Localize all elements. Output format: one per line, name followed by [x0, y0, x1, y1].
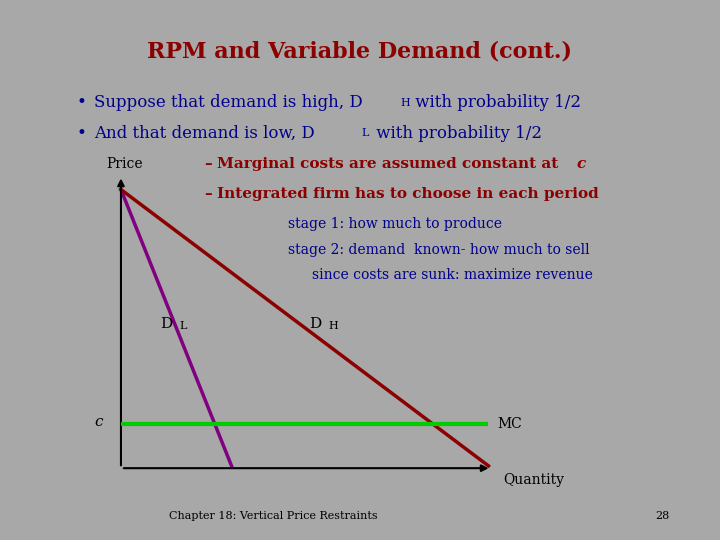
Text: stage 1: how much to produce: stage 1: how much to produce — [288, 218, 503, 232]
Text: H: H — [400, 98, 410, 107]
Text: since costs are sunk: maximize revenue: since costs are sunk: maximize revenue — [312, 268, 593, 282]
Text: c: c — [94, 415, 103, 429]
Text: with probability 1/2: with probability 1/2 — [371, 125, 541, 141]
Text: L: L — [179, 321, 186, 330]
Text: •: • — [76, 94, 86, 111]
Text: MC: MC — [498, 417, 522, 431]
Text: Chapter 18: Vertical Price Restraints: Chapter 18: Vertical Price Restraints — [169, 511, 378, 521]
Text: RPM and Variable Demand (cont.): RPM and Variable Demand (cont.) — [148, 41, 572, 63]
Text: H: H — [328, 321, 338, 330]
Text: –: – — [204, 187, 217, 201]
Text: 28: 28 — [655, 511, 670, 521]
Text: Quantity: Quantity — [503, 473, 564, 487]
Text: •: • — [76, 125, 86, 141]
Text: Suppose that demand is high, D: Suppose that demand is high, D — [94, 94, 363, 111]
Text: –: – — [204, 157, 217, 171]
Text: Integrated firm has to choose in each period: Integrated firm has to choose in each pe… — [217, 187, 598, 201]
Text: D: D — [160, 318, 172, 331]
Text: L: L — [361, 128, 369, 138]
Text: D: D — [309, 318, 321, 331]
Text: Price: Price — [106, 157, 143, 171]
Text: c: c — [576, 157, 585, 171]
Text: Marginal costs are assumed constant at: Marginal costs are assumed constant at — [217, 157, 563, 171]
Text: stage 2: demand  known- how much to sell: stage 2: demand known- how much to sell — [288, 243, 590, 257]
Text: with probability 1/2: with probability 1/2 — [410, 94, 580, 111]
Text: And that demand is low, D: And that demand is low, D — [94, 125, 315, 141]
